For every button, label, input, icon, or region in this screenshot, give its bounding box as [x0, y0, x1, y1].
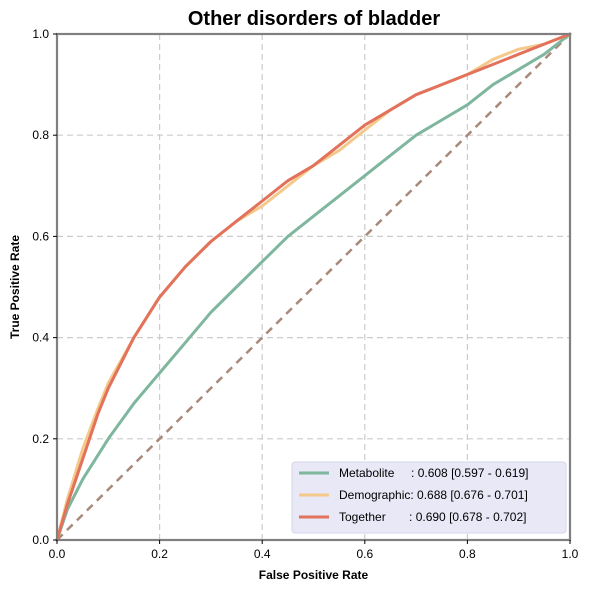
roc-curves — [55, 32, 572, 542]
legend-label-together: Together : 0.690 [0.678 - 0.702] — [339, 510, 526, 524]
y-tick-label: 1.0 — [32, 27, 49, 41]
series-line-demographic — [55, 32, 572, 542]
legend-items: Metabolite : 0.608 [0.597 - 0.619] Demogr… — [299, 466, 528, 524]
series-line-metabolite — [55, 32, 572, 542]
legend-box — [291, 461, 567, 534]
y-axis-label: True Positive Rate — [8, 235, 22, 339]
x-axis-label: False Positive Rate — [259, 568, 369, 582]
grid — [57, 34, 570, 540]
y-tick-label: 0.0 — [32, 533, 49, 547]
legend: Metabolite : 0.608 [0.597 - 0.619] Demogr… — [291, 461, 567, 534]
chart-title: Other disorders of bladder — [188, 8, 440, 30]
y-tick-label: 0.6 — [32, 229, 49, 243]
x-tick-label: 0.4 — [254, 547, 271, 561]
y-tick-label: 0.8 — [32, 128, 49, 142]
y-tick-label: 0.2 — [32, 432, 49, 446]
x-tick-label: 0.2 — [151, 547, 168, 561]
series-line-together — [55, 32, 572, 542]
legend-label-metabolite: Metabolite : 0.608 [0.597 - 0.619] — [339, 466, 528, 480]
legend-label-demographic: Demographic: 0.688 [0.676 - 0.701] — [339, 488, 528, 502]
x-tick-label: 0.6 — [356, 547, 373, 561]
x-tick-label: 0.8 — [459, 547, 476, 561]
x-tick-label: 0.0 — [49, 547, 66, 561]
axis-ticks: 0.0 0.2 0.4 0.6 0.8 1.0 0.0 0.2 0.4 0.6 0.8 1.0 — [32, 27, 578, 561]
x-tick-label: 1.0 — [562, 547, 579, 561]
plot-frame — [55, 32, 572, 542]
y-tick-label: 0.4 — [32, 331, 49, 345]
